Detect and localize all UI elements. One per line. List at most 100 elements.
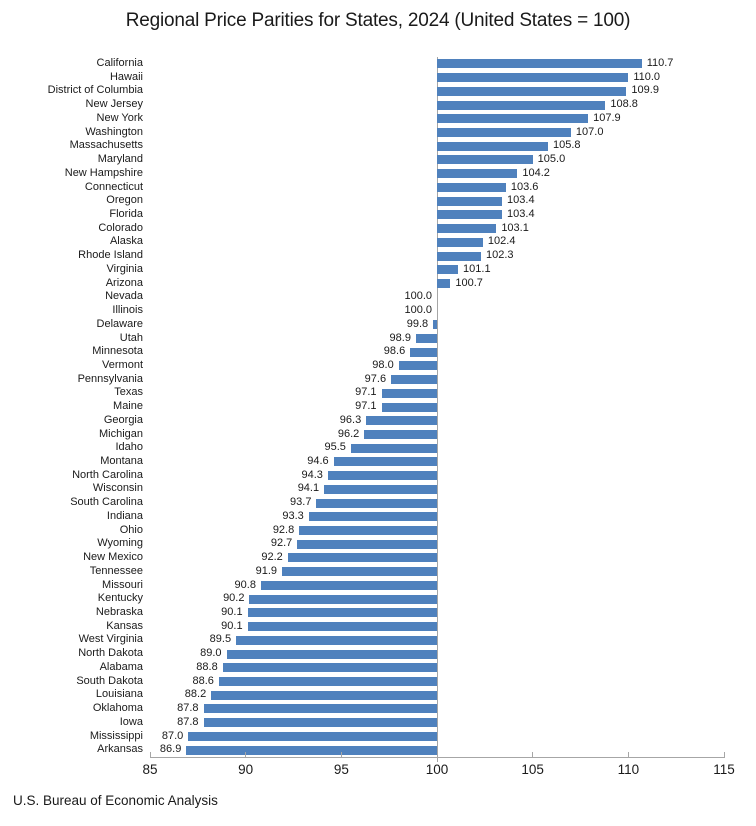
value-label: 100.7	[455, 276, 483, 289]
bar	[260, 580, 437, 590]
value-label: 109.9	[631, 84, 659, 97]
bar	[287, 553, 437, 563]
value-label: 92.7	[270, 537, 293, 550]
value-label: 101.1	[463, 262, 491, 275]
category-label: North Carolina	[72, 468, 143, 481]
x-tick	[627, 752, 629, 757]
category-label: Virginia	[106, 262, 144, 275]
category-label: Utah	[119, 331, 143, 344]
bar	[203, 718, 437, 728]
x-tick-label: 100	[425, 762, 449, 777]
category-label: Louisiana	[95, 688, 143, 701]
bar	[222, 663, 437, 673]
x-tick	[245, 752, 247, 757]
value-label: 90.2	[223, 592, 245, 605]
x-tick	[532, 752, 534, 757]
value-label: 105.8	[552, 139, 581, 152]
bar	[437, 59, 642, 69]
baseline-line	[436, 57, 438, 762]
category-label: Illinois	[112, 304, 143, 317]
category-label: Mississippi	[89, 729, 143, 742]
category-label: Tennessee	[89, 564, 143, 577]
x-tick-label: 110	[617, 762, 640, 777]
category-label: Oklahoma	[92, 702, 143, 715]
value-label: 97.1	[355, 386, 377, 399]
bar	[437, 196, 503, 206]
bar	[282, 567, 437, 577]
chart-title: Regional Price Parities for States, 2024…	[125, 10, 631, 31]
bar	[366, 416, 437, 426]
value-label: 104.2	[522, 166, 550, 179]
category-label: Rhode Island	[78, 249, 143, 262]
category-label: Connecticut	[84, 180, 143, 193]
x-tick-label: 90	[238, 762, 254, 777]
category-label: Kansas	[106, 619, 143, 632]
value-label: 103.4	[507, 207, 535, 220]
x-tick-label: 95	[333, 762, 349, 777]
value-label: 87.8	[177, 702, 199, 715]
value-label: 98.9	[389, 331, 411, 344]
bar	[410, 347, 437, 357]
bar	[437, 210, 503, 220]
value-label: 88.6	[192, 674, 214, 687]
value-label: 87.0	[161, 729, 184, 742]
value-label: 89.5	[209, 633, 232, 646]
bar	[437, 265, 459, 275]
value-label: 110.0	[633, 70, 661, 83]
bar	[211, 690, 437, 700]
bar	[247, 622, 437, 632]
category-label: Massachusetts	[69, 139, 143, 152]
value-label: 97.1	[355, 400, 377, 413]
bar	[437, 182, 506, 192]
category-label: Wisconsin	[92, 482, 143, 495]
category-label: Maryland	[97, 153, 143, 166]
bar	[437, 86, 627, 96]
category-label: Ohio	[119, 523, 143, 536]
value-label: 96.3	[339, 413, 362, 426]
category-label: Alaska	[109, 235, 143, 248]
value-label: 88.2	[184, 688, 207, 701]
bar	[381, 402, 437, 412]
value-label: 97.6	[364, 372, 387, 385]
value-label: 105.0	[537, 153, 566, 166]
value-label: 89.0	[200, 647, 222, 660]
category-label: Indiana	[106, 509, 143, 522]
value-label: 103.6	[510, 180, 539, 193]
value-label: 94.6	[307, 455, 329, 468]
category-label: California	[96, 57, 143, 69]
category-label: Georgia	[103, 413, 143, 426]
category-label: North Dakota	[78, 647, 143, 660]
bar	[188, 731, 437, 741]
category-label: New Hampshire	[64, 166, 143, 179]
category-label: Hawaii	[109, 70, 143, 83]
category-label: Nebraska	[95, 606, 143, 619]
value-label: 92.2	[261, 551, 283, 564]
bar	[437, 100, 606, 110]
bar	[364, 429, 437, 439]
bar	[327, 471, 437, 481]
category-label: South Dakota	[76, 674, 143, 687]
bar	[437, 251, 481, 261]
value-label: 98.6	[383, 345, 406, 358]
source-note: U.S. Bureau of Economic Analysis	[13, 793, 218, 808]
category-label: Oregon	[106, 194, 143, 207]
x-tick	[723, 752, 725, 757]
category-label: South Carolina	[70, 496, 143, 509]
category-label: West Virginia	[78, 633, 143, 646]
bar	[247, 608, 437, 618]
value-label: 108.8	[610, 98, 638, 111]
value-label: 99.8	[406, 317, 429, 330]
bar	[437, 224, 497, 234]
bar	[437, 169, 518, 179]
category-label: Michigan	[98, 427, 143, 440]
bar	[333, 457, 437, 467]
value-label: 96.2	[337, 427, 360, 440]
category-label: District of Columbia	[47, 84, 143, 97]
x-axis-line	[150, 757, 725, 758]
category-label: Arizona	[105, 276, 143, 289]
bar	[437, 155, 533, 165]
bar	[186, 745, 437, 755]
bar	[218, 677, 437, 686]
category-label: Nevada	[105, 290, 143, 303]
